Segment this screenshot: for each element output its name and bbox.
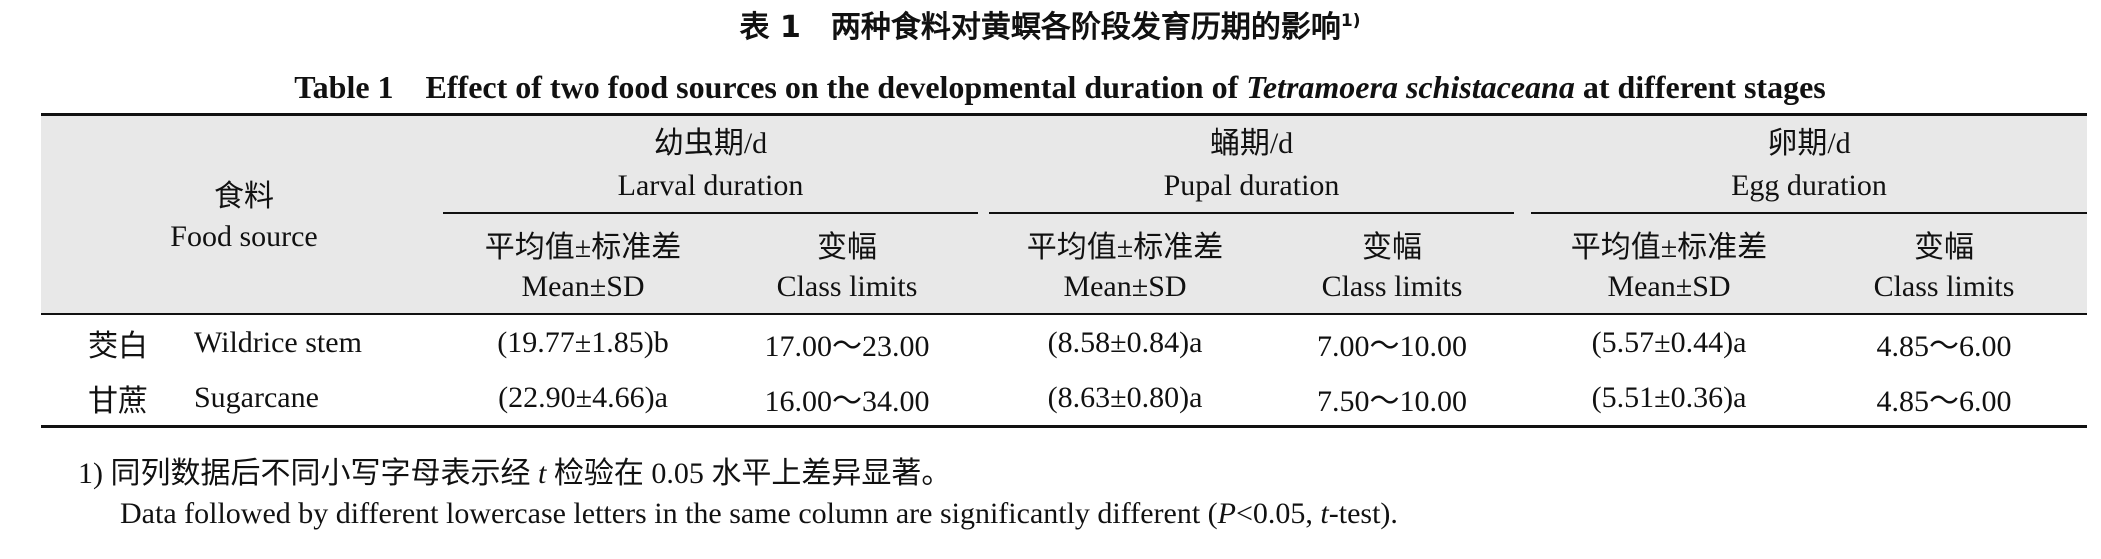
group-rule: [443, 212, 978, 214]
sub-header-en: Mean±SD: [1607, 270, 1731, 303]
title-en: Table 1 Effect of two food sources on th…: [294, 62, 1825, 108]
sub-header-en: Mean±SD: [1063, 270, 1187, 303]
group-header-en: Egg duration: [1731, 169, 1887, 202]
sub-header-en: Class limits: [1873, 270, 2015, 303]
sub-header-en: Class limits: [776, 270, 918, 303]
header-rule: [41, 313, 2087, 315]
footnote-cn: 1) 同列数据后不同小写字母表示经 t 检验在 0.05 水平上差异显著。: [78, 448, 951, 492]
group-header-cn: 卵期/d: [1767, 127, 1851, 160]
title-en-species: Tetramoera schistaceana: [1246, 69, 1575, 105]
sub-header-cn: 平均值±标准差: [1026, 231, 1224, 264]
cell: 16.00～34.00: [764, 385, 930, 418]
cell: 4.85～6.00: [1876, 330, 2012, 363]
cell: (8.58±0.84)a: [1047, 326, 1203, 359]
footnote-text: <0.05,: [1235, 497, 1321, 530]
group-rule: [989, 212, 1514, 214]
row-label-cn: 茭白: [88, 330, 148, 363]
title-note: 1): [1340, 11, 1361, 31]
sub-header-cn: 平均值±标准差: [484, 231, 682, 264]
row-label-en: Sugarcane: [194, 381, 319, 414]
footnote-en: Data followed by different lowercase let…: [120, 497, 1398, 531]
row-label-en: Wildrice stem: [194, 326, 362, 359]
header-background: [41, 115, 2087, 314]
food-header-cn: 食料: [214, 180, 274, 213]
footnote-text: -test).: [1328, 497, 1398, 530]
sub-header-en: Class limits: [1321, 270, 1463, 303]
cell: (22.90±4.66)a: [498, 381, 668, 414]
cell: (19.77±1.85)b: [497, 326, 669, 359]
title-cn-text: 表 1 两种食料对黄螟各阶段发育历期的影响: [739, 10, 1341, 45]
footnote-italic: t: [538, 457, 547, 490]
title-en-text: at different stages: [1574, 69, 1826, 105]
cell: 7.00～10.00: [1317, 330, 1467, 363]
footnote-italic: t: [1320, 497, 1329, 530]
group-header-en: Pupal duration: [1163, 169, 1340, 202]
footnote-italic: P: [1217, 497, 1236, 530]
row-label-cn: 甘蔗: [88, 385, 148, 418]
cell: 17.00～23.00: [764, 330, 930, 363]
cell: 7.50～10.00: [1317, 385, 1467, 418]
cell: (5.51±0.36)a: [1591, 381, 1747, 414]
title-en-text: Table 1 Effect of two food sources on th…: [294, 69, 1247, 105]
food-header-en: Food source: [170, 220, 318, 253]
footnote-text: 检验在 0.05 水平上差异显著。: [546, 457, 952, 490]
group-header-cn: 蛹期/d: [1209, 127, 1294, 160]
group-header-en: Larval duration: [617, 169, 804, 202]
top-rule: [41, 113, 2087, 116]
sub-header-cn: 变幅: [1914, 231, 1974, 264]
sub-header-cn: 变幅: [1362, 231, 1422, 264]
footnote-text: Data followed by different lowercase let…: [120, 497, 1218, 530]
bottom-rule: [41, 425, 2087, 428]
title-cn: 表 1 两种食料对黄螟各阶段发育历期的影响1): [740, 2, 1361, 46]
sub-header-cn: 变幅: [817, 231, 877, 264]
sub-header-cn: 平均值±标准差: [1570, 231, 1768, 264]
sub-header-en: Mean±SD: [521, 270, 645, 303]
group-rule: [1531, 212, 2087, 214]
cell: 4.85～6.00: [1876, 385, 2012, 418]
footnote-text: 1) 同列数据后不同小写字母表示经: [78, 457, 538, 490]
group-header-cn: 幼虫期/d: [653, 127, 768, 160]
cell: (5.57±0.44)a: [1591, 326, 1747, 359]
cell: (8.63±0.80)a: [1047, 381, 1203, 414]
